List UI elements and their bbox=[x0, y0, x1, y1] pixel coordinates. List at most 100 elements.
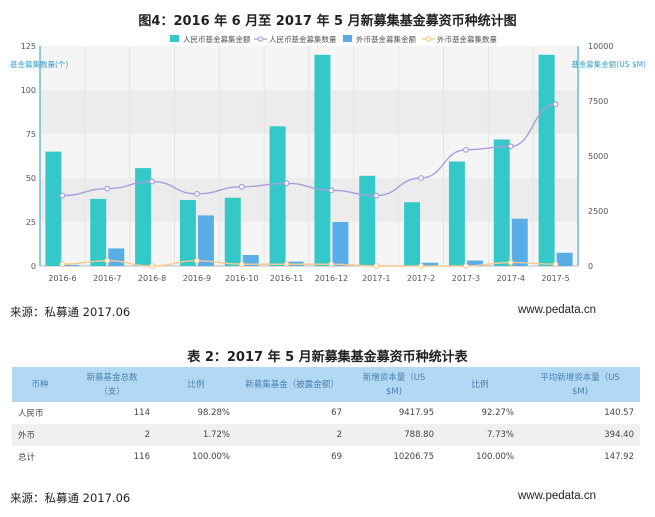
point-rmb-count bbox=[373, 192, 380, 199]
bar-rmb-amount bbox=[179, 200, 196, 266]
x-tick-label: 2016-10 bbox=[225, 274, 258, 283]
point-rmb-count bbox=[59, 192, 66, 199]
bar-foreign-amount bbox=[332, 222, 349, 266]
point-rmb-count bbox=[104, 185, 111, 192]
line-foreign-count bbox=[62, 260, 556, 267]
legend-swatch-bar bbox=[343, 35, 352, 42]
x-tick-label: 2017-4 bbox=[497, 274, 525, 283]
y-left-tick-label: 50 bbox=[26, 174, 36, 183]
y-left-tick-label: 75 bbox=[26, 130, 36, 139]
y-right-tick-label: 10000 bbox=[588, 42, 613, 51]
point-rmb-count bbox=[552, 101, 559, 107]
cell: 外币 bbox=[12, 424, 68, 446]
table-row: 人民币 114 98.28% 67 9417.95 92.27% 140.57 bbox=[12, 402, 640, 424]
cell: 7.73% bbox=[440, 424, 520, 446]
x-tick-label: 2016-12 bbox=[315, 274, 348, 283]
point-rmb-count bbox=[238, 183, 245, 190]
cell: 147.92 bbox=[604, 452, 634, 462]
stats-table: 币种 新募基金总数 （支） 比例 新募集基金（披露金额） 新增资本量（US $M) … bbox=[12, 367, 640, 468]
point-foreign-count bbox=[373, 263, 380, 269]
bar-foreign-amount bbox=[511, 218, 528, 266]
x-tick-label: 2016-11 bbox=[270, 274, 303, 283]
bar-rmb-amount bbox=[269, 126, 286, 266]
point-rmb-count bbox=[418, 175, 424, 181]
point-foreign-count bbox=[507, 259, 514, 266]
bar-rmb-amount bbox=[404, 202, 421, 266]
x-tick-label: 2017-1 bbox=[362, 274, 390, 283]
point-rmb-count bbox=[463, 146, 469, 153]
y-left-axis-title: 基金募集数量(个) bbox=[10, 59, 68, 69]
table-title: 表 2：2017 年 5 月新募集基金募资币种统计表 bbox=[187, 350, 468, 365]
bar-rmb-amount bbox=[224, 197, 241, 266]
x-tick-label: 2017-3 bbox=[452, 274, 480, 283]
table-source: 来源：私募通 2017.06 bbox=[10, 491, 131, 505]
cell: 1.72% bbox=[156, 424, 236, 446]
bar-foreign-amount bbox=[242, 255, 259, 266]
point-foreign-count bbox=[238, 261, 245, 268]
y-right-tick-label: 7500 bbox=[588, 97, 608, 106]
y-right-tick-label: 0 bbox=[588, 262, 593, 271]
cell: 2 bbox=[68, 424, 156, 446]
y-left-tick-label: 25 bbox=[26, 218, 36, 227]
x-tick-label: 2017-5 bbox=[541, 274, 569, 283]
point-rmb-count bbox=[328, 187, 335, 194]
y-right-axis-title: 基金募集金额(US $M) bbox=[571, 59, 646, 69]
cell: 100.00% bbox=[476, 452, 514, 462]
legend-swatch-bar bbox=[170, 35, 179, 42]
bar-rmb-amount bbox=[359, 175, 376, 266]
table-header-row: 币种 新募基金总数 （支） 比例 新募集基金（披露金额） 新增资本量（US $M) … bbox=[12, 367, 640, 402]
legend-swatch-point bbox=[425, 36, 432, 42]
cell: 人民币 bbox=[18, 409, 44, 419]
point-rmb-count bbox=[149, 178, 155, 185]
point-rmb-count bbox=[283, 180, 290, 187]
point-foreign-count bbox=[328, 261, 335, 268]
cell: 10206.75 bbox=[393, 452, 434, 462]
legend-label: 人民币基金募集数量 bbox=[269, 34, 337, 44]
point-foreign-count bbox=[418, 263, 424, 269]
header-avg-capital: 平均新增资本量（US $M) bbox=[520, 367, 640, 402]
cell: 100.00% bbox=[192, 452, 230, 462]
x-tick-label: 2016-9 bbox=[183, 274, 211, 283]
cell: 总计 bbox=[18, 453, 36, 463]
cell: 2 bbox=[236, 424, 348, 446]
header-ratio-count: 比例 bbox=[156, 367, 236, 402]
combo-chart: 0 25 50 75 100 125 0 2500 5000 7500 10000 基金募集数量(个)… bbox=[8, 32, 648, 294]
header-new-capital: 新增资本量（US $M) bbox=[348, 367, 440, 402]
figure-site: www.pedata.cn bbox=[518, 304, 596, 316]
x-tick-label: 2016-7 bbox=[93, 274, 121, 283]
x-tick-label: 2016-8 bbox=[138, 274, 166, 283]
bar-rmb-amount bbox=[448, 161, 465, 266]
bar-foreign-amount bbox=[108, 248, 125, 266]
table-row: 总计 116 100.00% 69 10206.75 100.00% 147.9… bbox=[12, 446, 640, 468]
bar-foreign-amount bbox=[63, 264, 80, 266]
table-row: 外币 2 1.72% 2 788.80 7.73% 394.40 bbox=[12, 424, 640, 446]
bar-rmb-amount bbox=[135, 168, 152, 266]
cell: 140.57 bbox=[604, 408, 634, 418]
y-right-tick-label: 5000 bbox=[588, 152, 608, 161]
cell: 114 bbox=[133, 408, 150, 418]
cell: 394.40 bbox=[520, 424, 640, 446]
legend-swatch-point bbox=[257, 36, 264, 42]
figure-source: 来源：私募通 2017.06 bbox=[10, 305, 131, 319]
header-currency: 币种 bbox=[12, 367, 68, 402]
cell: 9417.95 bbox=[398, 408, 434, 418]
table-site: www.pedata.cn bbox=[518, 490, 596, 502]
point-foreign-count bbox=[463, 263, 469, 269]
point-foreign-count bbox=[552, 261, 559, 268]
cell: 92.27% bbox=[481, 408, 514, 418]
bar-rmb-amount bbox=[314, 54, 331, 266]
figure-title: 图4：2016 年 6 月至 2017 年 5 月新募集基金募资币种统计图 bbox=[138, 14, 517, 29]
y-right-tick-label: 2500 bbox=[588, 207, 608, 216]
bar-rmb-amount bbox=[45, 151, 62, 266]
legend-label: 外币基金募集金额 bbox=[356, 34, 416, 44]
bar-foreign-amount bbox=[556, 252, 573, 266]
legend-label: 人民币基金募集金额 bbox=[183, 34, 251, 44]
bar-rmb-amount bbox=[90, 198, 107, 266]
cell: 69 bbox=[331, 452, 342, 462]
x-tick-label: 2017-2 bbox=[407, 274, 435, 283]
point-foreign-count bbox=[283, 261, 290, 268]
cell: 67 bbox=[331, 408, 342, 418]
point-foreign-count bbox=[194, 257, 200, 264]
point-foreign-count bbox=[104, 257, 111, 264]
bar-foreign-amount bbox=[197, 215, 214, 266]
